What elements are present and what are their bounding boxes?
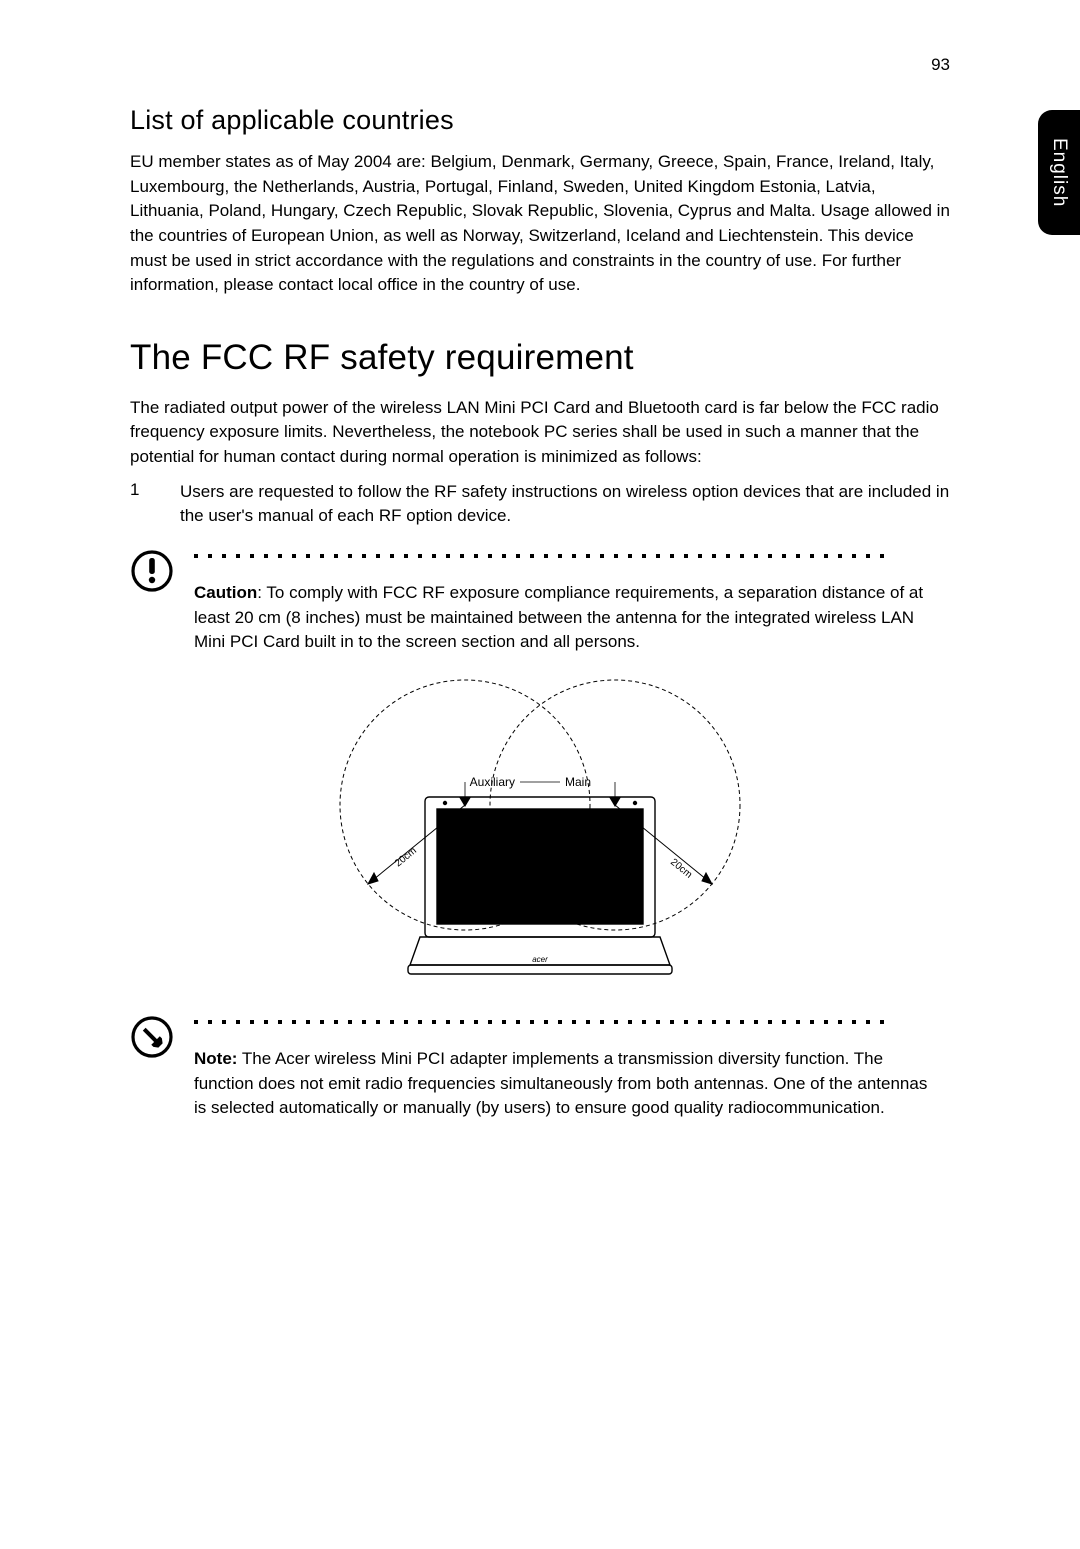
dotted-rule	[194, 1015, 950, 1029]
radius-label-left: 20cm	[393, 845, 419, 869]
page-number: 93	[130, 55, 950, 75]
language-tab: English	[1038, 110, 1080, 235]
section2-intro: The radiated output power of the wireles…	[130, 396, 950, 470]
page-content: 93 List of applicable countries EU membe…	[0, 0, 1080, 1201]
section1-heading: List of applicable countries	[130, 105, 950, 136]
note-icon	[130, 1015, 178, 1064]
caution-body: : To comply with FCC RF exposure complia…	[194, 583, 923, 651]
note-body: The Acer wireless Mini PCI adapter imple…	[194, 1049, 927, 1117]
caution-callout: Caution: To comply with FCC RF exposure …	[130, 549, 950, 655]
svg-text:acer: acer	[532, 955, 548, 964]
dotted-rule	[194, 549, 950, 563]
note-content: Note: The Acer wireless Mini PCI adapter…	[194, 1015, 950, 1121]
diagram-label-left: Auxiliary	[470, 775, 515, 789]
radius-label-right: 20cm	[668, 857, 694, 881]
caution-label: Caution	[194, 583, 257, 602]
diagram-label-right: Main	[565, 775, 591, 789]
section2-heading: The FCC RF safety requirement	[130, 338, 950, 378]
caution-text: Caution: To comply with FCC RF exposure …	[194, 581, 950, 655]
note-text: Note: The Acer wireless Mini PCI adapter…	[194, 1047, 950, 1121]
list-text: Users are requested to follow the RF saf…	[180, 480, 950, 529]
note-callout: Note: The Acer wireless Mini PCI adapter…	[130, 1015, 950, 1121]
section1-body: EU member states as of May 2004 are: Bel…	[130, 150, 950, 298]
list-item: 1 Users are requested to follow the RF s…	[130, 480, 950, 529]
caution-content: Caution: To comply with FCC RF exposure …	[194, 549, 950, 655]
list-number: 1	[130, 480, 180, 529]
note-label: Note:	[194, 1049, 237, 1068]
language-tab-label: English	[1048, 138, 1070, 207]
antenna-diagram: 20cm 20cm	[130, 675, 950, 985]
caution-icon	[130, 549, 178, 598]
